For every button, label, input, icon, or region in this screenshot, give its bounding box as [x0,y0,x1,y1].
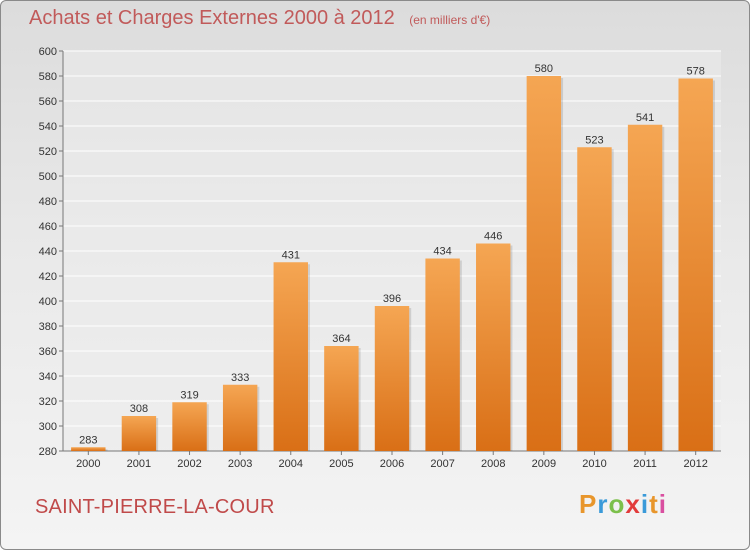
y-tick-label: 300 [39,421,57,433]
bar [526,76,562,451]
x-tick-label: 2004 [279,458,303,470]
y-tick-label: 580 [39,71,57,83]
x-tick-label: 2005 [329,458,353,470]
bar-value-label: 431 [282,249,300,261]
y-tick-label: 600 [39,46,57,58]
bar-value-label: 446 [484,231,502,243]
bar [71,447,106,451]
y-tick-label: 400 [39,296,57,308]
y-tick-label: 360 [39,346,57,358]
x-tick-label: 2011 [633,458,657,470]
y-tick-label: 420 [39,271,57,283]
bar [121,416,157,451]
y-tick-label: 320 [39,396,57,408]
brand-letter: i [658,489,667,519]
x-tick-label: 2002 [177,458,201,470]
x-tick-label: 2012 [683,458,707,470]
x-tick-label: 2008 [481,458,505,470]
x-tick-label: 2001 [127,458,151,470]
y-tick-label: 560 [39,96,57,108]
x-tick-label: 2003 [228,458,252,470]
bar-value-label: 308 [130,403,148,415]
bar [172,402,207,451]
bar-value-label: 283 [79,434,97,446]
bar [678,78,713,451]
y-tick-label: 480 [39,196,57,208]
chart-title: Achats et Charges Externes 2000 à 2012 [29,7,395,29]
x-tick-label: 2006 [380,458,404,470]
y-tick-label: 280 [39,446,57,458]
brand-letter: r [597,489,609,519]
y-tick-label: 500 [39,171,57,183]
bar [273,262,308,451]
x-tick-label: 2010 [582,458,606,470]
y-tick-label: 380 [39,321,57,333]
proxiti-logo: Proxiti [579,489,667,520]
bar [324,346,359,451]
title-row: Achats et Charges Externes 2000 à 2012 (… [29,7,490,30]
bar-value-label: 580 [535,63,553,75]
bar-value-label: 541 [636,112,654,124]
bar [374,306,410,451]
brand-letter: t [649,489,659,519]
bar [425,258,460,451]
bar-value-label: 434 [433,246,451,258]
bar-value-label: 333 [231,372,249,384]
brand-letter: P [579,489,598,519]
bar-value-label: 523 [585,134,603,146]
bar-value-label: 396 [383,293,401,305]
y-tick-label: 460 [39,221,57,233]
x-tick-label: 2000 [76,458,100,470]
x-tick-label: 2007 [430,458,454,470]
y-tick-label: 340 [39,371,57,383]
y-tick-label: 540 [39,121,57,133]
brand-letter: o [608,489,626,519]
bar-value-label: 578 [687,66,705,78]
x-tick-label: 2009 [532,458,556,470]
commune-name: SAINT-PIERRE-LA-COUR [35,496,275,518]
bar [222,384,258,451]
bar [627,124,663,451]
y-tick-label: 520 [39,146,57,158]
brand-letter: i [640,489,650,519]
bar [476,243,511,451]
brand-letter: x [625,489,641,519]
bar [577,147,612,451]
bar-value-label: 319 [180,389,198,401]
bar-value-label: 364 [332,333,350,345]
y-tick-label: 440 [39,246,57,258]
chart-subtitle: (en milliers d'€) [409,13,491,27]
